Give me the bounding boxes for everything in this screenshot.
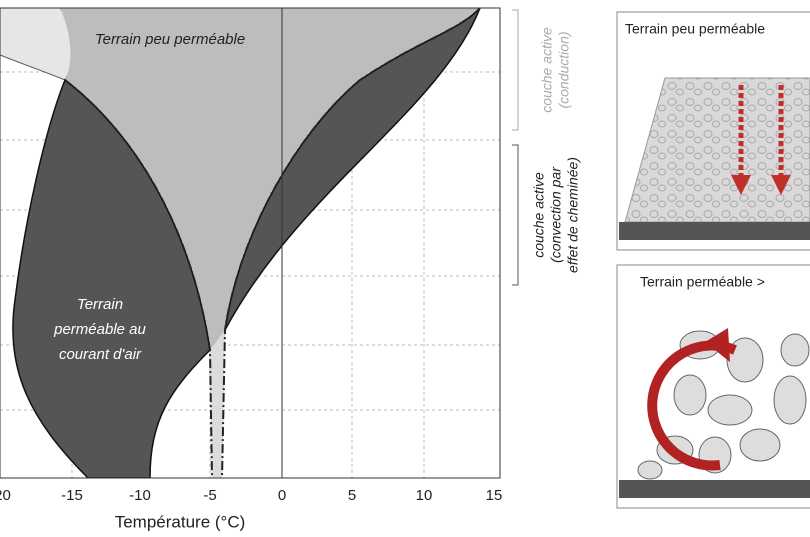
x-tick-label: 10 xyxy=(416,487,433,504)
x-tick-label: 5 xyxy=(348,487,356,504)
layer-label: couche active (convection par effet de c… xyxy=(531,157,581,273)
layer-text: couche active xyxy=(539,27,555,113)
bracket xyxy=(512,144,519,286)
bedrock xyxy=(619,222,810,240)
panel-title: Terrain perméable > xyxy=(640,274,765,290)
panel-title: Terrain peu perméable xyxy=(625,21,765,37)
x-tick-label: -5 xyxy=(203,487,216,504)
layer-text: (conduction) xyxy=(556,31,572,108)
bedrock xyxy=(619,480,810,498)
panel: Terrain perméable > xyxy=(616,264,810,509)
region-label: Terrain peu perméable xyxy=(95,31,245,48)
region-label: Terrain xyxy=(77,296,123,313)
x-tick-label: 0 xyxy=(278,487,286,504)
bracket xyxy=(512,9,519,131)
layer-text: effet de cheminée) xyxy=(565,157,581,273)
x-tick-label: -20 xyxy=(0,487,11,504)
impermeable-region xyxy=(60,8,480,478)
layer-label: couche active (conduction) xyxy=(539,27,572,113)
x-tick-label: -15 xyxy=(61,487,83,504)
narrow-strip xyxy=(210,330,225,478)
panel: Terrain peu perméable xyxy=(616,11,810,251)
x-axis: -20 -15 -10 -5 0 5 10 15 xyxy=(0,487,502,504)
boundary-dashed xyxy=(64,8,481,478)
plot-area: Terrain peu perméable Terrain perméable … xyxy=(0,8,500,478)
region-label: perméable au xyxy=(53,321,146,338)
circular-arrow xyxy=(647,340,737,471)
gravel xyxy=(624,77,810,223)
plot-frame xyxy=(0,7,501,479)
arrow-head xyxy=(705,328,730,362)
x-tick-label: 15 xyxy=(486,487,503,504)
x-tick-label: -10 xyxy=(129,487,151,504)
x-axis-title: Température (°C) xyxy=(115,512,246,531)
region-label: courant d'air xyxy=(59,346,142,363)
layer-text: (convection par xyxy=(548,166,564,263)
layer-text: couche active xyxy=(531,172,547,258)
